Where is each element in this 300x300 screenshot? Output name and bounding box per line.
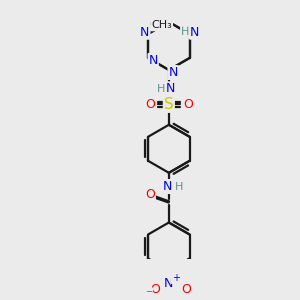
Text: N: N [148, 54, 158, 67]
Text: ⁻: ⁻ [145, 288, 152, 300]
Text: O: O [150, 283, 160, 296]
Text: CH₃: CH₃ [152, 20, 172, 29]
Text: O: O [181, 283, 191, 296]
Text: N: N [190, 26, 200, 39]
Text: N: N [166, 82, 175, 95]
Text: N: N [163, 180, 172, 193]
Text: O: O [145, 98, 155, 111]
Text: CH₃: CH₃ [150, 20, 170, 30]
Text: +: + [172, 273, 180, 283]
Text: N: N [140, 25, 149, 38]
Text: O: O [183, 98, 193, 111]
Text: H: H [181, 27, 190, 37]
Text: N: N [164, 277, 173, 290]
Text: H: H [181, 26, 190, 36]
Text: H: H [157, 84, 165, 94]
Text: N: N [169, 66, 178, 79]
Text: N: N [189, 25, 199, 38]
Text: S: S [164, 97, 174, 112]
Text: N: N [140, 26, 149, 39]
Text: O: O [145, 188, 155, 201]
Text: H: H [175, 182, 183, 191]
